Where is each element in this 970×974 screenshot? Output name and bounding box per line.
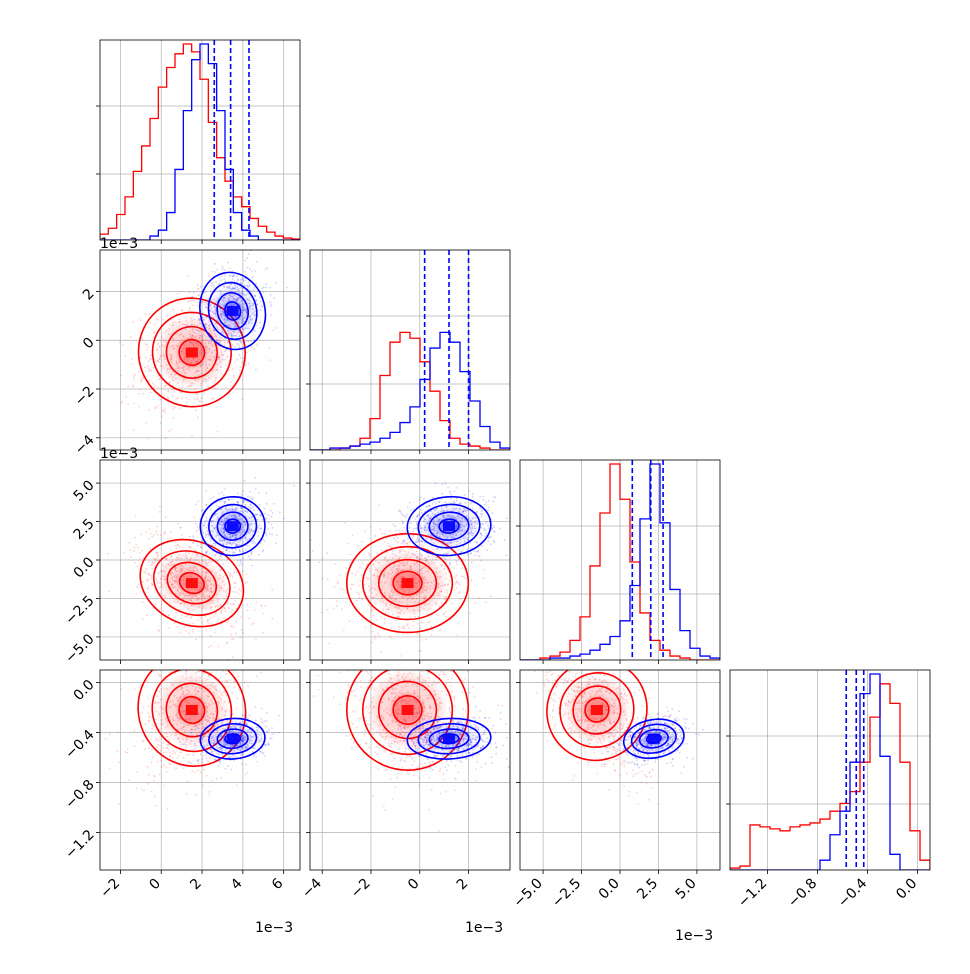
y-tick-label: −1.2 [62,827,97,862]
y-tick-label: −2 [72,383,98,409]
x-tick-label: 6 [269,875,287,893]
y-tick-label: −0.8 [62,777,97,812]
diag-panel-2 [516,460,720,664]
y-tick-label: 0.0 [71,554,98,581]
x-tick-label: 0 [405,876,423,894]
x-tick-label: 0 [146,876,164,894]
x-tick-label: 5.0 [673,876,700,903]
y-tick-label: −4 [72,432,98,458]
x-tick-label: 2 [454,876,472,894]
density-peak-blue [227,521,239,531]
y-tick-label: 2.5 [71,516,98,543]
y-offset-label: 1e−3 [100,446,138,462]
panel-2-1 [300,460,517,673]
x-tick-label: −1.2 [735,876,770,911]
panel-3-0: −2 0 2 4 6 −1.2 −0.8 −0.4 0.0 [62,613,300,901]
y-tick-label: 0 [80,335,98,353]
density-peak-red [186,347,198,357]
diag-panel-1 [306,250,510,454]
density-peak-red [186,705,198,715]
grid [100,460,300,660]
y-tick-label: 5.0 [71,477,98,504]
x-offset-label: 1e−3 [675,928,713,944]
x-tick-label: −4 [299,875,325,901]
x-tick-label: 2.5 [634,876,661,903]
y-offset-label: 1e−3 [100,236,138,252]
panel-2-0: −5.0−2.5 0.0 2.5 5.0 [62,460,300,675]
x-tick-label: −2 [97,876,123,902]
density-peak-red [186,578,198,588]
y-tick-label: 0.0 [71,677,98,704]
x-tick-label: −0.8 [785,876,820,911]
y-tick-label: 2 [80,286,98,304]
x-offset-label: 1e−3 [465,920,503,936]
x-tick-label: 2 [187,876,205,894]
histogram-blue [310,332,510,450]
x-tick-label: −2 [348,876,374,902]
diag-panel-3: −1.2 −0.8 −0.4 0.0 [726,670,930,911]
diag-panel-0 [96,40,300,244]
density-peak-red [402,705,414,715]
y-tick-label: −5.0 [62,631,97,666]
density-peak-red [591,705,603,715]
panel-3-2: −5.0−2.5 0.0 2.5 5.0 [511,598,720,911]
density-peak-blue [227,306,239,316]
x-tick-label: 0.0 [596,876,623,903]
x-offset-label: 1e−3 [255,920,293,936]
histogram-red [310,332,510,450]
panel-3-1: −4 −2 0 2 [299,613,522,902]
density-peak-blue [443,521,455,531]
x-tick-label: 4 [228,875,246,893]
x-tick-label: −0.4 [835,875,870,910]
density-peak-red [402,578,414,588]
x-tick-label: −5.0 [511,876,546,911]
x-tick-label: 0.0 [893,876,920,903]
y-tick-label: −0.4 [62,727,97,762]
x-tick-label: −2.5 [549,876,584,911]
histogram-red [100,44,300,240]
y-tick-label: −2.5 [62,593,97,628]
